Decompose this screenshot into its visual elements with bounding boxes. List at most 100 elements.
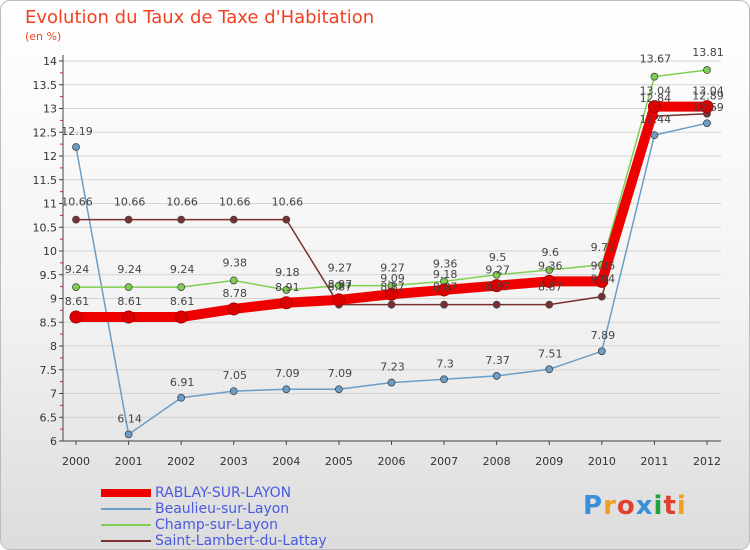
data-point [174, 310, 188, 324]
data-label: 9.6 [542, 246, 560, 259]
data-point [177, 283, 186, 292]
legend-label: Saint-Lambert-du-Lattay [155, 533, 327, 549]
chart-title: Evolution du Taux de Taxe d'Habitation [25, 7, 375, 28]
data-label: 7.51 [538, 347, 563, 360]
y-tick-label: 13 [43, 103, 57, 116]
data-label: 8.61 [65, 295, 90, 308]
data-point [335, 385, 343, 394]
data-point [597, 347, 606, 356]
y-tick-label: 8 [50, 340, 57, 353]
y-tick-label: 13.5 [33, 79, 58, 92]
data-point [647, 100, 661, 114]
data-point [440, 300, 448, 309]
data-label: 13.04 [640, 85, 672, 98]
data-point [703, 66, 711, 74]
data-label: 9.18 [275, 266, 300, 279]
legend-label: RABLAY-SUR-LAYON [155, 485, 292, 501]
x-tick-label: 2006 [378, 455, 406, 468]
y-tick-label: 9.5 [40, 269, 58, 282]
data-label: 13.81 [692, 46, 724, 59]
data-point [650, 131, 659, 140]
x-tick-label: 2004 [272, 455, 300, 468]
data-point [282, 385, 291, 394]
data-label: 9.24 [170, 263, 195, 276]
data-label: 8.91 [275, 281, 300, 294]
data-label: 10.66 [114, 196, 146, 209]
y-tick-label: 9 [50, 293, 57, 306]
data-point [387, 300, 396, 309]
data-label: 9.04 [591, 273, 616, 286]
x-tick-label: 2003 [220, 455, 248, 468]
legend-swatch [101, 508, 151, 510]
data-label: 7.3 [436, 357, 454, 370]
data-point [335, 281, 343, 290]
data-point [227, 302, 241, 316]
y-tick-label: 8.5 [40, 316, 58, 329]
chart-subtitle: (en %) [25, 30, 62, 43]
data-label: 10.66 [219, 196, 251, 209]
data-point [69, 310, 83, 324]
data-label: 9.36 [538, 259, 563, 272]
data-label: 8.87 [485, 281, 510, 294]
y-tick-label: 7.5 [40, 364, 58, 377]
data-point [124, 430, 133, 439]
data-label: 8.87 [328, 281, 353, 294]
data-point [177, 393, 186, 402]
data-label: 9.24 [117, 263, 142, 276]
legend-label: Beaulieu-sur-Layon [155, 501, 290, 517]
y-tick-label: 12 [43, 150, 57, 163]
data-label: 8.87 [433, 281, 458, 294]
y-tick-label: 11.5 [33, 174, 58, 187]
x-tick-label: 2005 [325, 455, 353, 468]
data-point [332, 293, 346, 307]
data-label: 9.27 [380, 262, 405, 275]
data-point [177, 215, 186, 224]
data-point [124, 215, 133, 224]
data-point [229, 276, 238, 285]
y-tick-label: 11 [43, 198, 57, 211]
data-point [437, 283, 451, 297]
data-point [492, 372, 501, 380]
legend-swatch [101, 540, 151, 542]
data-label: 9.27 [328, 262, 353, 275]
data-label: 7.37 [485, 354, 510, 367]
data-label: 9.36 [591, 259, 616, 272]
data-point [279, 296, 293, 310]
data-label: 8.78 [223, 287, 248, 300]
data-point [440, 375, 448, 384]
data-point [492, 300, 501, 309]
data-label: 12.84 [640, 92, 672, 105]
data-label: 7.89 [591, 329, 616, 342]
data-label: 9.71 [591, 241, 616, 254]
x-tick-label: 2007 [430, 455, 458, 468]
x-tick-label: 2009 [535, 455, 563, 468]
data-point [492, 270, 501, 279]
data-label: 9.5 [489, 251, 507, 264]
x-tick-label: 2000 [62, 455, 90, 468]
y-tick-label: 10 [43, 245, 57, 258]
data-label: 7.05 [223, 369, 248, 382]
y-tick-label: 14 [43, 55, 57, 68]
data-label: 12.69 [692, 101, 724, 114]
data-point [122, 310, 136, 324]
x-tick-label: 2002 [167, 455, 195, 468]
data-label: 7.09 [328, 367, 353, 380]
data-label: 13.04 [692, 85, 724, 98]
data-label: 10.66 [166, 196, 198, 209]
data-label: 9.38 [223, 256, 248, 269]
y-tick-label: 6 [50, 435, 57, 448]
data-label: 12.44 [640, 113, 672, 126]
x-tick-label: 2010 [588, 455, 616, 468]
data-point [124, 283, 133, 292]
data-label: 12.89 [692, 90, 724, 103]
data-point [72, 283, 80, 292]
y-tick-label: 12.5 [33, 126, 58, 139]
x-tick-label: 2011 [640, 455, 668, 468]
data-label: 6.14 [117, 412, 142, 425]
data-label: 12.19 [61, 125, 93, 138]
data-point [542, 274, 556, 288]
data-label: 8.87 [380, 281, 405, 294]
data-point [72, 215, 80, 224]
